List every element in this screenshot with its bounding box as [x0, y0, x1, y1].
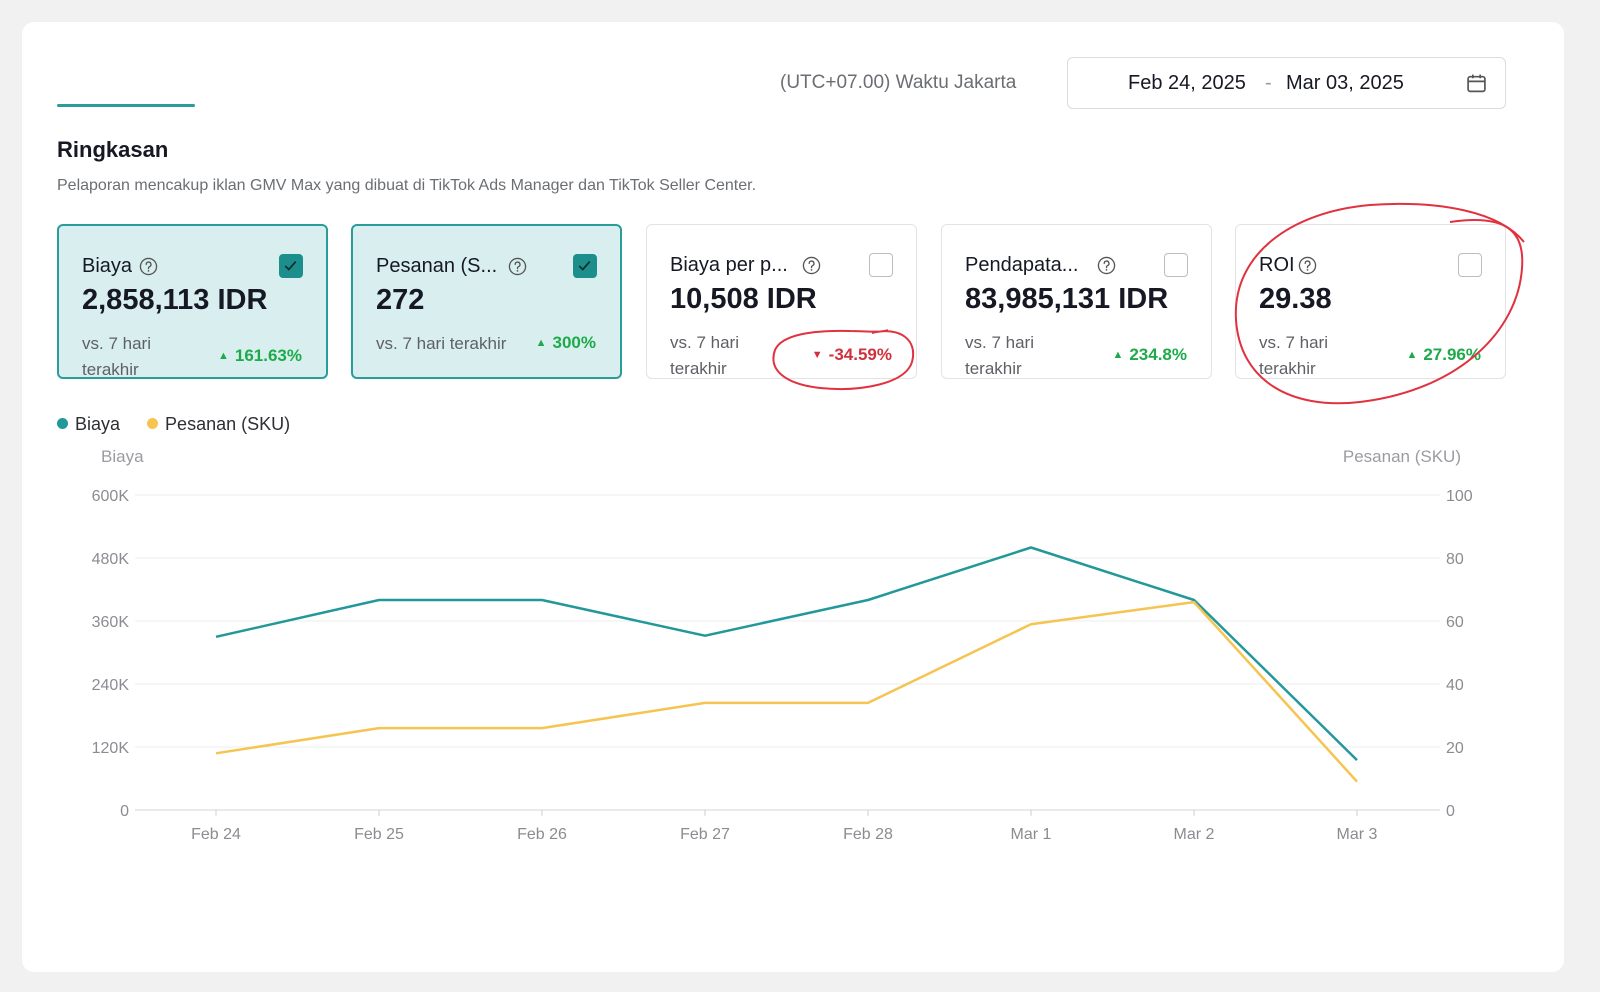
metric-card-biaya[interactable]: Biaya 2,858,113 IDR vs. 7 hari terakhir … [57, 224, 328, 379]
metric-comparison-label: vs. 7 hari terakhir [1259, 333, 1328, 378]
metric-card-biaya-per-pesanan[interactable]: Biaya per p... 10,508 IDR vs. 7 hari ter… [646, 224, 917, 379]
metric-value: 2,858,113 IDR [82, 284, 268, 316]
series-line-biaya [215, 546, 1358, 761]
arrow-down-icon: ▼ [811, 349, 823, 361]
series-line-pesanan [215, 600, 1358, 783]
arrow-up-icon: ▲ [217, 350, 229, 362]
metric-change: ▲ 161.63% [218, 346, 302, 366]
page-title: Ringkasan [57, 137, 169, 162]
checkmark-icon [578, 260, 591, 271]
metric-card-roi[interactable]: ROI 29.38 vs. 7 hari terakhir ▲ 27.96% [1235, 224, 1506, 379]
metric-checkbox[interactable] [279, 254, 303, 278]
metric-change: ▲ 234.8% [1112, 345, 1187, 365]
summary-panel [22, 22, 1564, 972]
legend-dot [57, 418, 68, 429]
metric-checkbox[interactable] [1164, 253, 1188, 277]
arrow-up-icon: ▲ [1406, 349, 1418, 361]
x-tick-label: Feb 27 [680, 826, 730, 843]
y-tick-right: 0 [1446, 803, 1455, 820]
help-icon[interactable] [139, 257, 158, 276]
metric-change: ▲ 300% [536, 333, 596, 353]
metric-change-value: 300% [552, 333, 596, 352]
help-icon[interactable] [1097, 256, 1116, 275]
metric-checkbox[interactable] [1458, 253, 1482, 277]
metric-value: 29.38 [1259, 283, 1332, 315]
timezone-label: (UTC+07.00) Waktu Jakarta [780, 72, 1017, 93]
y-tick-right: 40 [1446, 677, 1464, 694]
y-axis-label-left: Biaya [101, 447, 144, 466]
metric-change-value: 161.63% [234, 346, 302, 365]
y-tick-left: 600K [92, 488, 130, 505]
metric-label: Pesanan (S... [376, 255, 498, 277]
x-tick-label: Feb 24 [191, 826, 241, 843]
y-tick-right: 20 [1446, 740, 1464, 757]
metric-checkbox[interactable] [869, 253, 893, 277]
x-tick-label: Feb 25 [354, 826, 404, 843]
metric-change-value: 27.96% [1423, 345, 1481, 364]
metric-comparison-label: vs. 7 hari terakhir [965, 333, 1034, 378]
metric-label: ROI [1259, 254, 1295, 276]
x-tick-label: Mar 1 [1011, 826, 1052, 843]
active-tab-indicator [57, 104, 195, 107]
y-tick-right: 60 [1446, 614, 1464, 631]
date-separator: - [1265, 72, 1272, 94]
x-tick-label: Feb 26 [517, 826, 567, 843]
line-chart: Biaya Pesanan (SKU) 0 0 120K 20 240K 40 360K 60… [92, 447, 1473, 843]
help-icon[interactable] [508, 257, 527, 276]
calendar-icon [1467, 74, 1486, 93]
help-icon[interactable] [1298, 256, 1317, 275]
y-tick-left: 480K [92, 551, 130, 568]
metric-card-pesanan[interactable]: Pesanan (S... 272 vs. 7 hari terakhir ▲ 3… [351, 224, 622, 379]
metric-card-pendapatan[interactable]: Pendapata... 83,985,131 IDR vs. 7 hari t… [941, 224, 1212, 379]
y-axis-label-right: Pesanan (SKU) [1343, 447, 1461, 466]
metric-change: ▲ 27.96% [1406, 345, 1481, 365]
legend-item-pesanan[interactable]: Pesanan (SKU) [147, 414, 290, 435]
y-tick-left: 240K [92, 677, 130, 694]
page-subtitle: Pelaporan mencakup iklan GMV Max yang di… [57, 177, 757, 194]
date-end: Mar 03, 2025 [1286, 72, 1404, 94]
x-tick-label: Mar 3 [1337, 826, 1378, 843]
metric-label: Pendapata... [965, 254, 1079, 276]
legend-label: Pesanan (SKU) [165, 414, 291, 434]
help-icon[interactable] [802, 256, 821, 275]
metric-comparison-label: vs. 7 hari terakhir [82, 334, 151, 379]
date-start: Feb 24, 2025 [1128, 72, 1246, 94]
metric-change-value: 234.8% [1129, 345, 1187, 364]
legend-item-biaya[interactable]: Biaya [57, 414, 120, 435]
y-tick-left: 360K [92, 614, 130, 631]
y-tick-left: 0 [120, 803, 129, 820]
metric-value: 272 [376, 284, 425, 316]
metric-comparison-label: vs. 7 hari terakhir [376, 334, 507, 353]
metric-label: Biaya per p... [670, 254, 788, 276]
checkmark-icon [284, 260, 297, 271]
legend-label: Biaya [75, 414, 121, 434]
metric-change: ▼ -34.59% [812, 345, 892, 365]
x-tick-label: Mar 2 [1174, 826, 1215, 843]
legend-dot [147, 418, 159, 429]
date-range-picker[interactable]: Feb 24, 2025 - Mar 03, 2025 [1067, 57, 1506, 109]
y-tick-left: 120K [92, 740, 130, 757]
metric-value: 10,508 IDR [670, 283, 817, 315]
chart-legend: Biaya Pesanan (SKU) [57, 414, 312, 435]
metric-comparison-label: vs. 7 hari terakhir [670, 333, 739, 378]
y-tick-right: 80 [1446, 551, 1464, 568]
arrow-up-icon: ▲ [1112, 349, 1124, 361]
metric-checkbox[interactable] [573, 254, 597, 278]
metric-value: 83,985,131 IDR [965, 283, 1169, 315]
y-tick-right: 100 [1446, 488, 1473, 505]
metric-change-value: -34.59% [828, 345, 892, 364]
metric-label: Biaya [82, 255, 133, 277]
arrow-up-icon: ▲ [535, 337, 547, 349]
x-tick-label: Feb 28 [843, 826, 893, 843]
